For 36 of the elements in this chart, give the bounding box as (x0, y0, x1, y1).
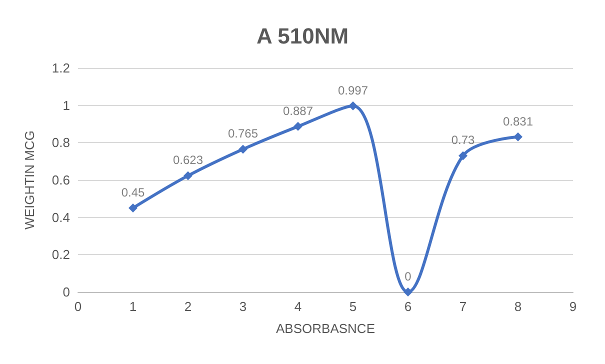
y-tick-label: 0.4 (52, 210, 70, 225)
point (404, 288, 412, 296)
x-tick-label: 3 (239, 299, 247, 314)
data-label: 0.887 (282, 104, 314, 118)
x-tick-label: 9 (569, 299, 577, 314)
x-tick-label: 0 (74, 299, 82, 314)
y-tick-label: 1.2 (52, 60, 70, 76)
point (294, 122, 302, 131)
x-tick-label: 1 (129, 299, 137, 314)
x-tick-label: 2 (184, 299, 192, 314)
x-tick-label: 7 (459, 299, 467, 314)
x-tick-label: 6 (404, 299, 412, 314)
data-label: 0.45 (121, 186, 145, 200)
y-tick-label: 0.6 (52, 172, 70, 188)
point (238, 144, 248, 154)
data-label: 0.623 (172, 153, 204, 168)
point (348, 101, 358, 110)
x-tick-label: 4 (294, 299, 302, 314)
data-label: 0.765 (228, 126, 258, 141)
point (128, 204, 138, 212)
y-tick-label: 0 (62, 284, 70, 300)
point (514, 132, 522, 142)
chart-title: A 510NM (256, 24, 349, 48)
y-tick-label: 1 (62, 98, 70, 113)
x-tick-label: 8 (514, 299, 522, 314)
data-label: 0.831 (502, 114, 534, 128)
y-axis-title: WEIGHTIN MCG (22, 130, 37, 230)
data-label: 0 (404, 270, 412, 284)
x-axis-title: ABSORBASNCE (276, 321, 376, 336)
point (184, 171, 192, 180)
x-tick-label: 5 (349, 299, 357, 314)
data-label: 0.997 (338, 83, 368, 98)
y-tick-label: 0.2 (52, 247, 70, 262)
data-label: 0.73 (451, 133, 475, 148)
y-tick-label: 0.8 (52, 135, 70, 150)
point (458, 151, 468, 160)
